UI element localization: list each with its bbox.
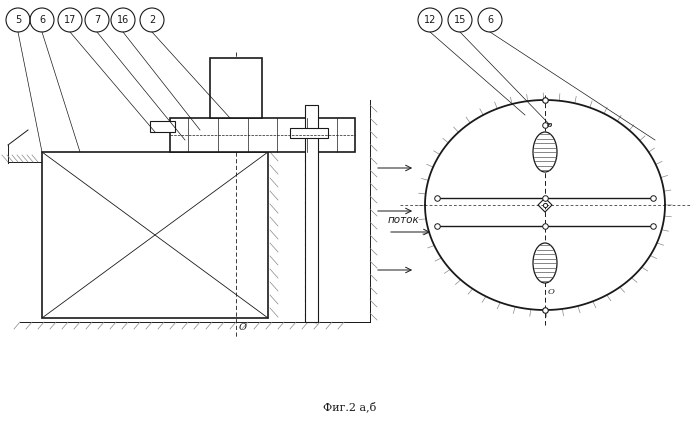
Text: o: o xyxy=(547,121,552,129)
Text: Фиг.2 а,б: Фиг.2 а,б xyxy=(324,402,377,413)
Text: 2: 2 xyxy=(149,15,155,25)
Text: 6: 6 xyxy=(487,15,493,25)
Text: 5: 5 xyxy=(15,15,21,25)
Text: o: o xyxy=(548,122,552,128)
Text: 6: 6 xyxy=(39,15,45,25)
Bar xyxy=(150,121,175,132)
Text: 7: 7 xyxy=(94,15,100,25)
Text: 17: 17 xyxy=(64,15,76,25)
Ellipse shape xyxy=(533,132,557,172)
Bar xyxy=(42,152,268,318)
Bar xyxy=(210,58,262,118)
Text: O: O xyxy=(239,323,247,332)
Text: O: O xyxy=(548,288,555,296)
Text: 15: 15 xyxy=(454,15,466,25)
Bar xyxy=(305,105,318,322)
Text: 16: 16 xyxy=(117,15,129,25)
Bar xyxy=(170,118,355,152)
Text: поток: поток xyxy=(388,215,420,225)
Bar xyxy=(290,128,328,138)
Text: 12: 12 xyxy=(424,15,436,25)
Ellipse shape xyxy=(533,243,557,283)
Text: O: O xyxy=(241,139,248,147)
